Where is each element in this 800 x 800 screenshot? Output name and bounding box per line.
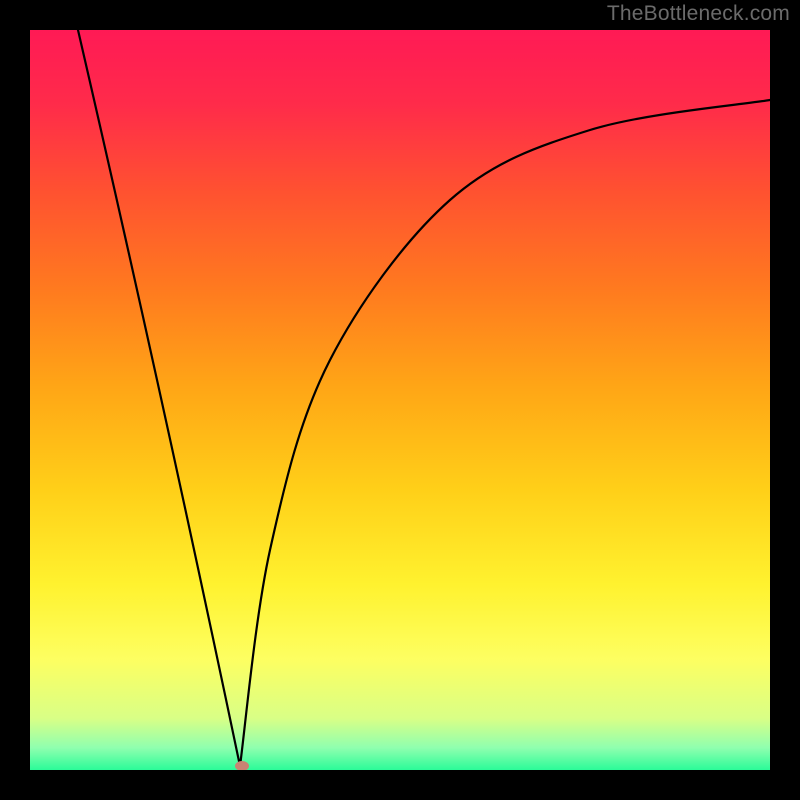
plot-area bbox=[30, 30, 770, 770]
gradient-background bbox=[30, 30, 770, 770]
watermark-text: TheBottleneck.com bbox=[607, 2, 790, 26]
chart-container: TheBottleneck.com bbox=[0, 0, 800, 800]
plot-svg bbox=[30, 30, 770, 770]
